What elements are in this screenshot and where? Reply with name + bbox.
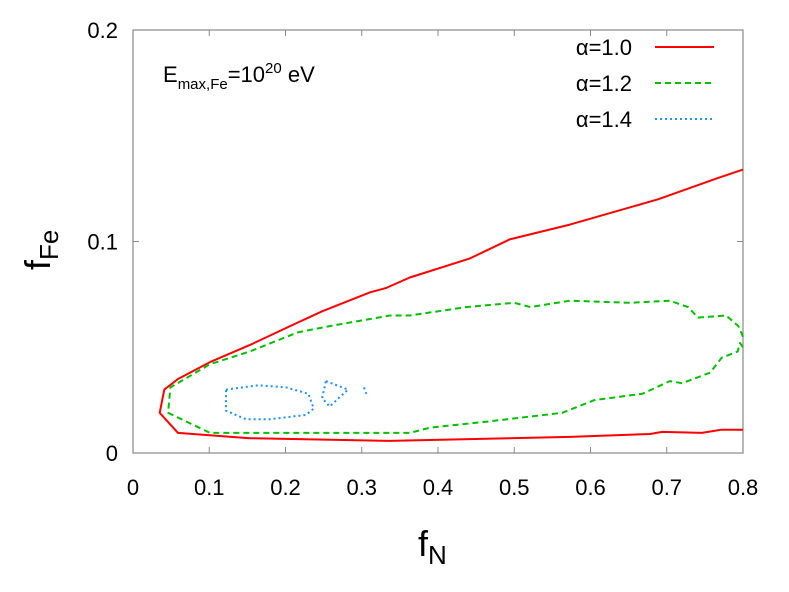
x-tick-label: 0.3 — [346, 475, 377, 500]
y-axis-label: fFe — [17, 230, 64, 270]
contour-line-2 — [167, 299, 744, 434]
x-tick-label: 0 — [127, 475, 139, 500]
contour-line-3 — [363, 387, 368, 395]
contour-line-3 — [321, 380, 349, 408]
legend-label: α=1.2 — [576, 71, 632, 96]
annotation: Emax,Fe=1020 eV — [163, 60, 315, 93]
legend-label: α=1.0 — [576, 35, 632, 60]
y-tick-label: 0.2 — [87, 18, 118, 43]
y-tick-label: 0.1 — [87, 230, 118, 255]
x-tick-label: 0.6 — [575, 475, 606, 500]
legend: α=1.0 α=1.2 α=1.4 — [576, 35, 714, 132]
contour-line-3 — [225, 384, 315, 421]
x-tick-label: 0.1 — [194, 475, 225, 500]
contour-line-1 — [158, 168, 744, 442]
x-tick-label: 0.4 — [423, 475, 454, 500]
x-tick-label: 0.7 — [651, 475, 682, 500]
legend-label: α=1.4 — [576, 107, 632, 132]
x-tick-label: 0.5 — [499, 475, 530, 500]
y-tick-label: 0 — [106, 441, 118, 466]
x-axis-label: fN — [418, 523, 447, 570]
x-tick-label: 0.2 — [270, 475, 301, 500]
x-tick-label: 0.8 — [728, 475, 759, 500]
